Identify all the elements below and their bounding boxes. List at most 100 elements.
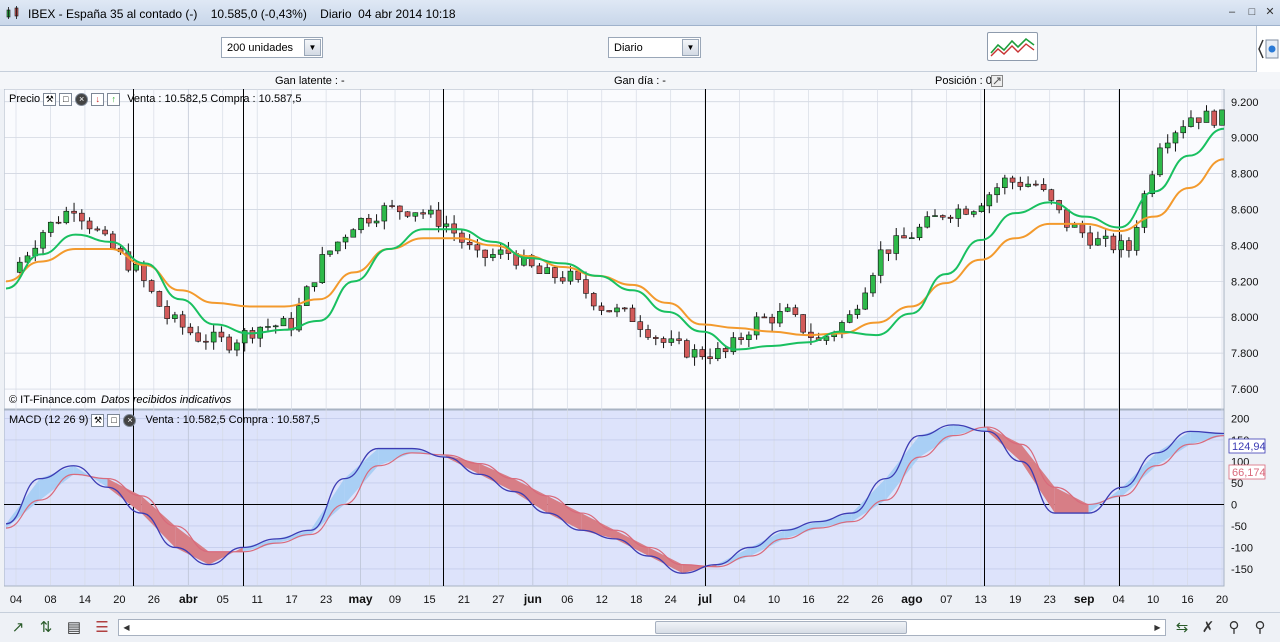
chevron-down-icon[interactable]: ▼ <box>682 39 699 56</box>
position-info-bar: Gan latente : - Gan día : - Posición : 0 <box>0 72 1280 89</box>
signal-line <box>5 426 1225 568</box>
close-icon[interactable]: ✕ <box>1265 6 1275 18</box>
zoom-in-icon[interactable]: ⚲ <box>1254 619 1266 636</box>
period-dropdown[interactable]: Diario ▼ <box>608 37 701 58</box>
candle-up <box>924 216 931 228</box>
candle-down <box>365 217 372 224</box>
macd-fill-below-signal <box>141 495 176 548</box>
candle-down <box>606 310 613 313</box>
window-icon[interactable]: □ <box>59 92 73 106</box>
candle-up <box>280 318 287 327</box>
maximize-icon[interactable]: □ <box>1248 6 1256 18</box>
candle-up <box>870 275 876 294</box>
trading-strategy-button[interactable] <box>987 32 1038 61</box>
x-tick-label: sep <box>1074 592 1095 606</box>
candle-up <box>241 330 248 344</box>
chevron-down-icon[interactable]: ▼ <box>304 39 321 56</box>
x-tick-label: 24 <box>665 594 677 606</box>
candle-down <box>1033 183 1039 186</box>
candle-up <box>1180 126 1187 134</box>
candle-down <box>482 249 488 258</box>
autoscale-icon[interactable]: ⇆ <box>1175 619 1189 636</box>
candle-down <box>1110 235 1117 251</box>
wrench-icon[interactable]: ⚒ <box>91 413 105 427</box>
macd-fill-below-signal <box>547 495 582 531</box>
notes-icon[interactable]: ▤ <box>66 619 82 636</box>
x-tick-label: ago <box>901 592 922 606</box>
candle-up <box>1118 240 1124 251</box>
x-tick-label: 13 <box>975 594 987 606</box>
candle-up <box>730 337 737 353</box>
macd-fill-below-signal <box>479 463 514 492</box>
candle-down <box>94 228 101 231</box>
price-credit: © IT-Finance.com Datos recibidos indicat… <box>9 392 231 408</box>
candle-down <box>203 340 209 343</box>
candle-down <box>435 209 442 227</box>
macd-fill-above-signal <box>39 465 74 501</box>
x-tick-label: may <box>349 592 373 606</box>
chart-canvas[interactable]: 9.200 9.000 8.800 8.600 8.400 8.200 8.000 7.800… <box>3 88 1277 609</box>
x-tick-label: 26 <box>148 594 160 606</box>
units-value: 200 unidades <box>227 42 294 54</box>
list-icon[interactable]: ☰ <box>95 619 109 636</box>
position-settings-icon[interactable] <box>991 75 1003 87</box>
candle-down <box>885 249 892 254</box>
x-tick-label: 23 <box>1044 594 1056 606</box>
indicators-icon[interactable]: ⇅ <box>39 619 53 636</box>
scrollbar-thumb[interactable] <box>655 621 907 634</box>
candle-down <box>1126 240 1132 251</box>
price-tick-label: 9.000 <box>1231 133 1259 145</box>
minimize-icon[interactable]: – <box>1228 6 1236 18</box>
candle-down <box>1195 117 1202 123</box>
candle-up <box>490 254 496 258</box>
scroll-right-icon[interactable]: ▶ <box>1154 623 1161 632</box>
macd-panel-header: MACD (12 26 9) ⚒ □ × Venta : 10.582,5 Co… <box>9 412 320 428</box>
candle-up <box>1071 224 1078 228</box>
credit-text: © IT-Finance.com <box>9 394 96 406</box>
x-tick-label: 15 <box>423 594 435 606</box>
candle-down <box>1079 224 1086 234</box>
side-panel-toggle[interactable] <box>1256 26 1280 72</box>
candle-down <box>939 215 946 218</box>
macd-fill-above-signal <box>6 478 40 529</box>
arrow-up-icon[interactable]: ↑ <box>107 92 121 106</box>
macd-tick-label: -50 <box>1231 521 1247 533</box>
candle-up <box>893 235 900 254</box>
candle-down <box>466 241 473 246</box>
candle-up <box>970 211 977 215</box>
candle-up <box>823 336 830 341</box>
macd-fill-above-signal <box>885 435 920 501</box>
macd-fill-below-signal <box>987 427 1021 462</box>
draw-trend-icon[interactable]: ↗ <box>11 619 25 636</box>
x-tick-label: 20 <box>113 594 125 606</box>
arrow-down-icon[interactable]: ↓ <box>91 92 105 106</box>
candle-down <box>1017 181 1024 187</box>
candle-down <box>389 205 395 207</box>
crosshair-icon[interactable]: ✗ <box>1201 619 1215 636</box>
horizontal-scrollbar[interactable]: ◀ ▶ <box>118 619 1166 636</box>
wrench-icon[interactable]: ⚒ <box>43 92 57 106</box>
macd-fill-above-signal <box>919 424 954 458</box>
macd-fill-above-signal <box>818 513 852 529</box>
candle-up <box>303 286 310 306</box>
candle-up <box>994 187 1000 196</box>
macd-fill-below-signal <box>175 525 209 565</box>
candle-down <box>218 331 225 338</box>
window-icon[interactable]: □ <box>107 413 121 427</box>
chart-area[interactable]: 9.200 9.000 8.800 8.600 8.400 8.200 8.000 7.800… <box>3 88 1277 609</box>
x-tick-label: 10 <box>768 594 780 606</box>
candle-up <box>234 342 240 351</box>
candle-up <box>334 241 341 252</box>
units-dropdown[interactable]: 200 unidades ▼ <box>221 37 323 58</box>
close-panel-icon[interactable]: × <box>75 92 89 106</box>
macd-tick-label: 200 <box>1231 413 1249 425</box>
zoom-out-icon[interactable]: ⚲ <box>1228 619 1240 636</box>
scroll-left-icon[interactable]: ◀ <box>123 623 130 632</box>
candle-down <box>1048 189 1055 201</box>
close-panel-icon[interactable]: × <box>123 413 137 427</box>
candle-down <box>559 277 566 282</box>
candle-up <box>373 220 380 224</box>
last-value-labels: 124,94 66,174 <box>1228 438 1266 480</box>
candle-up <box>1203 110 1210 123</box>
x-tick-label: 10 <box>1147 594 1159 606</box>
